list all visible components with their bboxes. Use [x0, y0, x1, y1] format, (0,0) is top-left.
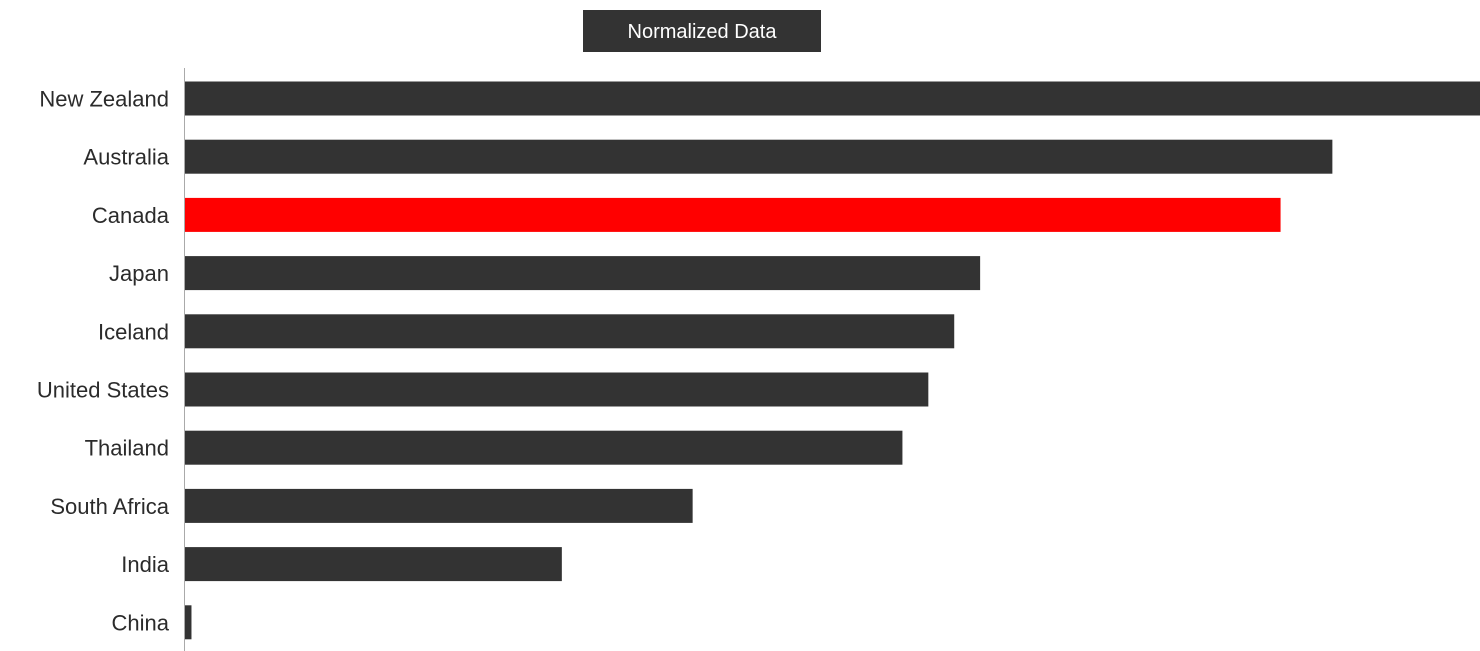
bar-south-africa	[185, 488, 693, 523]
category-label-thailand: Thailand	[85, 436, 169, 461]
bar-japan	[185, 256, 981, 291]
bar-china	[185, 605, 192, 640]
category-labels-group: New Zealand Australia Canada Japan Iceland Un…	[37, 87, 170, 636]
bar-iceland	[185, 314, 955, 349]
bar-india	[185, 547, 562, 582]
chart-title-background	[583, 10, 821, 52]
category-label-united-states: United States	[37, 378, 169, 403]
bar-canada	[185, 197, 1281, 232]
bar-australia	[185, 139, 1333, 174]
category-label-india: India	[121, 552, 169, 577]
category-label-south-africa: South Africa	[50, 494, 169, 519]
bar-united-states	[185, 372, 929, 407]
category-label-new-zealand: New Zealand	[39, 87, 169, 112]
category-label-australia: Australia	[83, 145, 169, 170]
category-label-iceland: Iceland	[98, 319, 169, 344]
bar-new-zealand	[185, 81, 1480, 116]
bar-thailand	[185, 430, 903, 465]
chart-title-text: Normalized Data	[628, 21, 778, 43]
category-label-japan: Japan	[109, 261, 169, 286]
chart-title: Normalized Data	[583, 10, 821, 52]
category-label-canada: Canada	[92, 203, 170, 228]
category-label-china: China	[112, 610, 170, 635]
bars-group	[185, 81, 1480, 640]
